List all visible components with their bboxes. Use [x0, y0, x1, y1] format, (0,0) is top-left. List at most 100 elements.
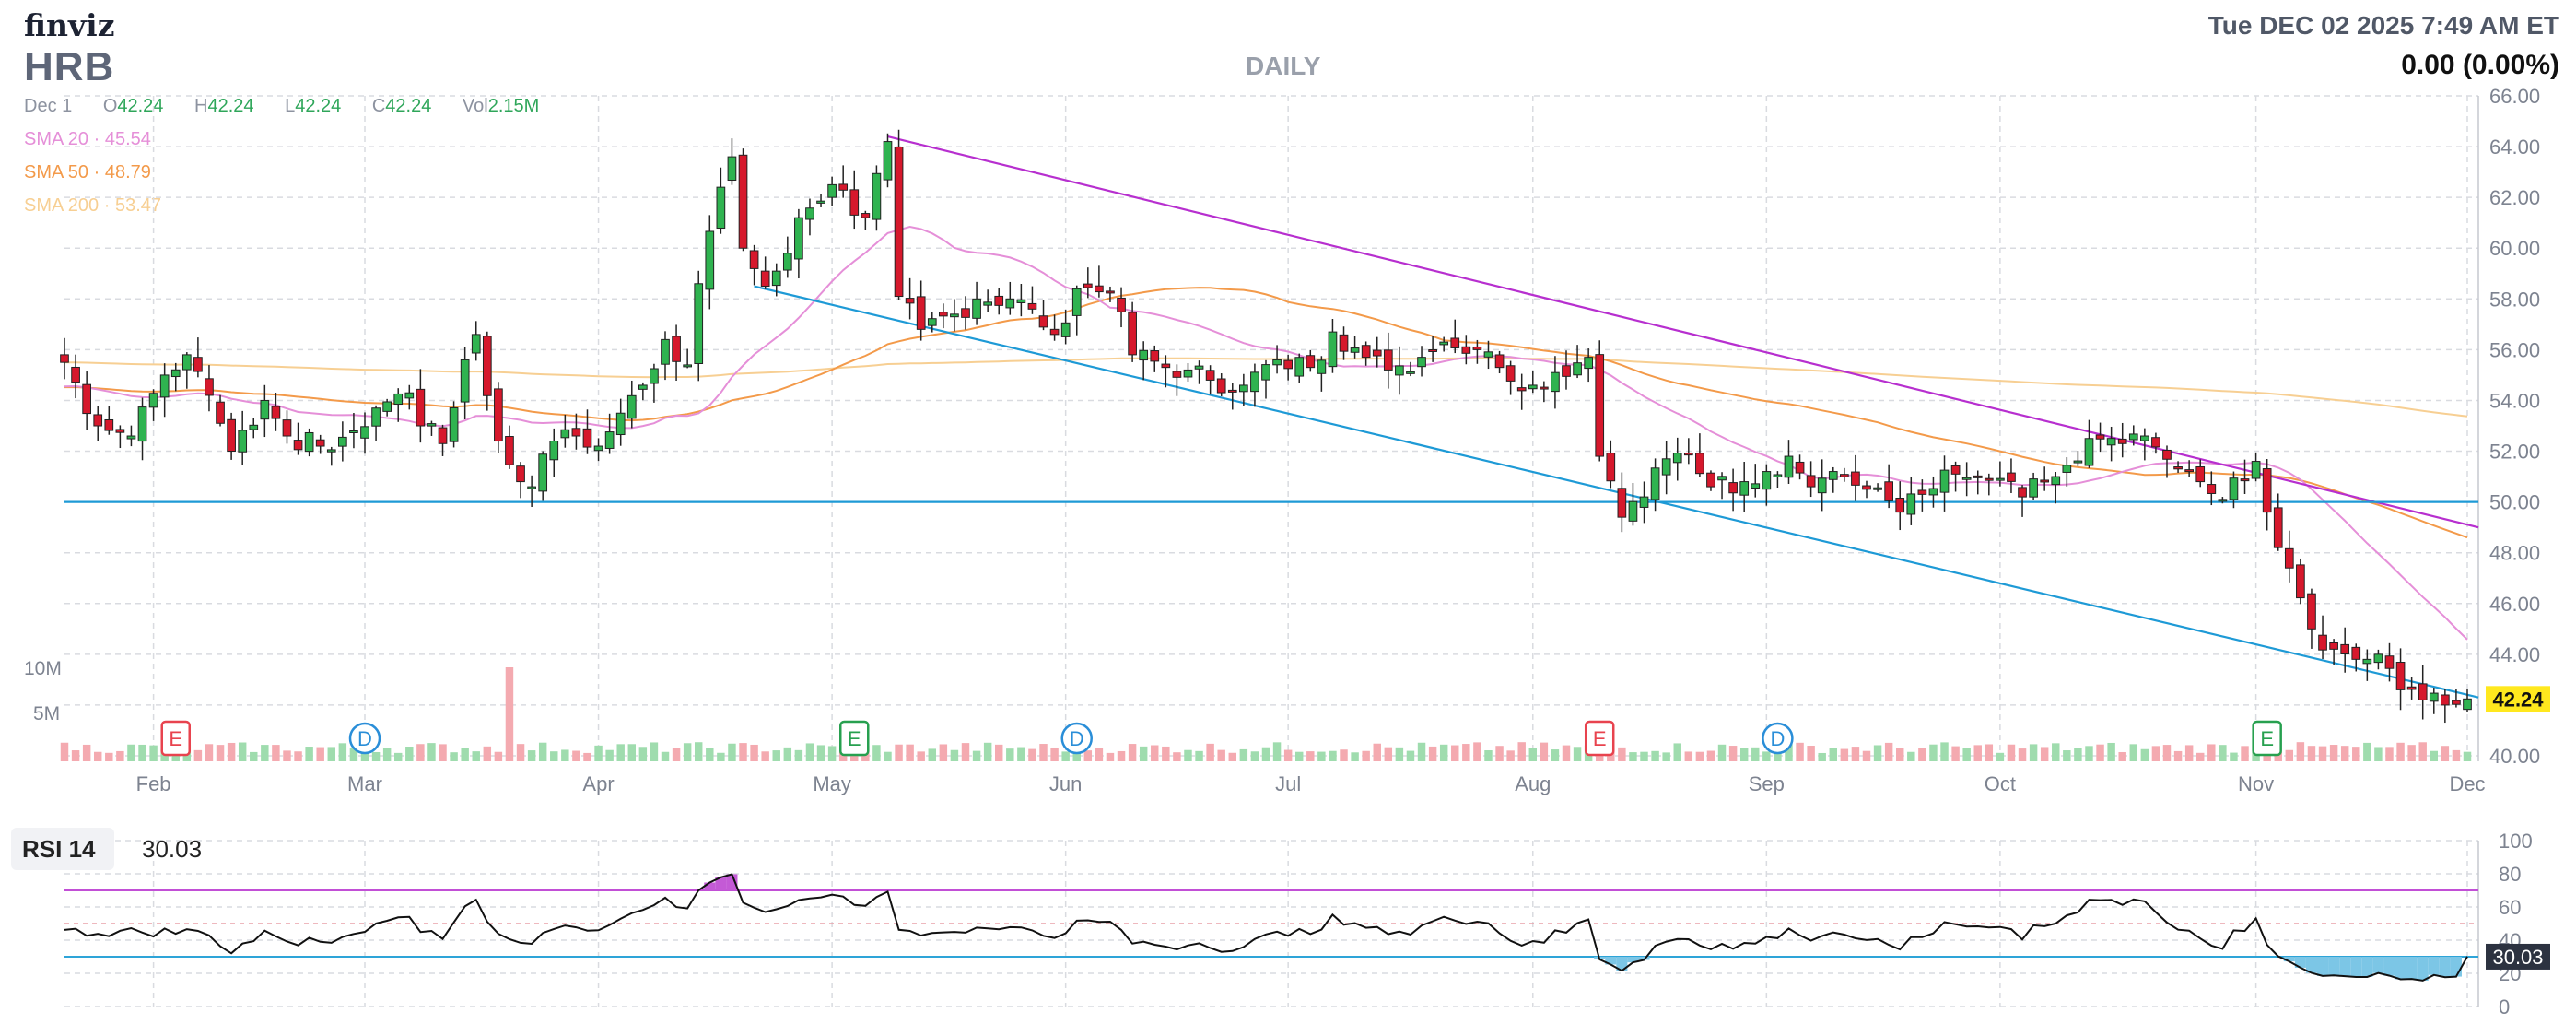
candle [2207, 484, 2217, 494]
candle [2318, 634, 2327, 651]
volume-bar [895, 744, 903, 761]
volume-bar [2441, 746, 2450, 761]
candle [1494, 354, 1505, 369]
candle [1261, 364, 1270, 381]
volume-bar [2195, 752, 2205, 761]
price-tick-label: 66.00 [2489, 85, 2540, 108]
candle [694, 283, 704, 364]
event-marker-E: E [839, 720, 870, 757]
volume-bar [1929, 744, 1938, 761]
candle [1183, 369, 1193, 378]
volume-bar [127, 744, 135, 761]
volume-bar [1039, 744, 1048, 761]
candle [2128, 433, 2138, 441]
month-tick-label: Jun [1049, 772, 1082, 795]
volume-bar [2029, 744, 2038, 761]
volume-bar [961, 743, 970, 761]
rsi-oversold-fill [1627, 957, 1639, 963]
rsi-oversold-fill [2383, 957, 2395, 976]
volume-bar [2018, 748, 2027, 761]
volume-bar [1573, 747, 1582, 761]
volume-bar [1439, 744, 1448, 761]
volume-bar [1540, 742, 1549, 761]
volume-bar [1272, 742, 1282, 761]
volume-bar [805, 743, 814, 761]
candle [872, 172, 882, 220]
rsi-badge[interactable] [11, 828, 114, 870]
candle [1884, 481, 1893, 501]
candle [1317, 359, 1327, 374]
volume-bar [1884, 742, 1893, 761]
rsi-oversold-fill [2395, 957, 2406, 980]
volume-bar [683, 743, 692, 761]
event-marker-E: E [2252, 720, 2282, 757]
volume-bar [583, 752, 591, 761]
volume-bar [216, 745, 225, 761]
volume-bar [327, 747, 336, 761]
candle [2117, 438, 2127, 444]
candle [1328, 331, 1338, 368]
volume-bar [483, 746, 492, 761]
candle [1461, 346, 1471, 354]
candle [683, 364, 692, 368]
candle [1350, 347, 1360, 353]
candle [1205, 370, 1215, 381]
volume-bar [1139, 746, 1148, 761]
volume-bar [116, 750, 124, 761]
candles [60, 129, 2472, 724]
candle [505, 436, 514, 465]
volume-bar [650, 742, 659, 761]
month-tick-label: Sep [1749, 772, 1785, 795]
rsi-oversold-fill [2450, 957, 2462, 977]
volume-bar [450, 752, 458, 761]
candle [1762, 471, 1772, 490]
candle [1071, 288, 1082, 316]
rsi-grid [64, 840, 2478, 1007]
candle [582, 428, 592, 448]
volume-bar [461, 748, 469, 761]
price-tick-label: 48.00 [2489, 542, 2540, 565]
volume-bar [1706, 750, 1715, 761]
candle [2073, 460, 2083, 464]
candle [1573, 362, 1582, 376]
candle [416, 388, 426, 427]
volume-bar [1050, 747, 1059, 761]
candle [1973, 475, 1983, 478]
candle [1294, 357, 1305, 377]
ohlc-date: Dec 1 [24, 96, 73, 116]
candle [1472, 346, 1482, 350]
candle [861, 213, 871, 218]
volume-label: Vol [462, 96, 488, 116]
candle [1917, 489, 1927, 495]
rsi-value-tag-label: 30.03 [2492, 946, 2543, 969]
candle [2140, 435, 2149, 441]
price-tick-label: 62.00 [2489, 186, 2540, 209]
sma50-label: SMA 50 [24, 162, 89, 182]
month-tick-label: Oct [1985, 772, 2016, 795]
candle [516, 465, 525, 483]
candle [282, 419, 292, 437]
candle [1516, 387, 1527, 392]
candle [782, 253, 792, 271]
rsi-oversold-fill [2406, 957, 2418, 980]
candle [482, 336, 492, 396]
event-marker-E: E [160, 720, 191, 757]
high-value: 42.24 [207, 96, 254, 116]
candle [1606, 453, 1616, 482]
volume-bar [638, 747, 648, 761]
finviz-logo[interactable]: finviz [24, 7, 115, 43]
rsi-value-tag [2486, 943, 2550, 970]
volume-bar [1006, 748, 1014, 761]
rsi-oversold-fill [2317, 957, 2329, 976]
candle [1984, 477, 1994, 481]
candle [1851, 471, 1860, 486]
volume-bar [772, 750, 780, 761]
candle [382, 401, 392, 412]
volume-bar [516, 744, 525, 761]
volume-bar [71, 750, 80, 761]
volume-tick-label: 5M [33, 703, 60, 724]
rsi-oversold-fill [2439, 957, 2451, 978]
volume-bar [1151, 745, 1159, 761]
candle [849, 189, 860, 216]
